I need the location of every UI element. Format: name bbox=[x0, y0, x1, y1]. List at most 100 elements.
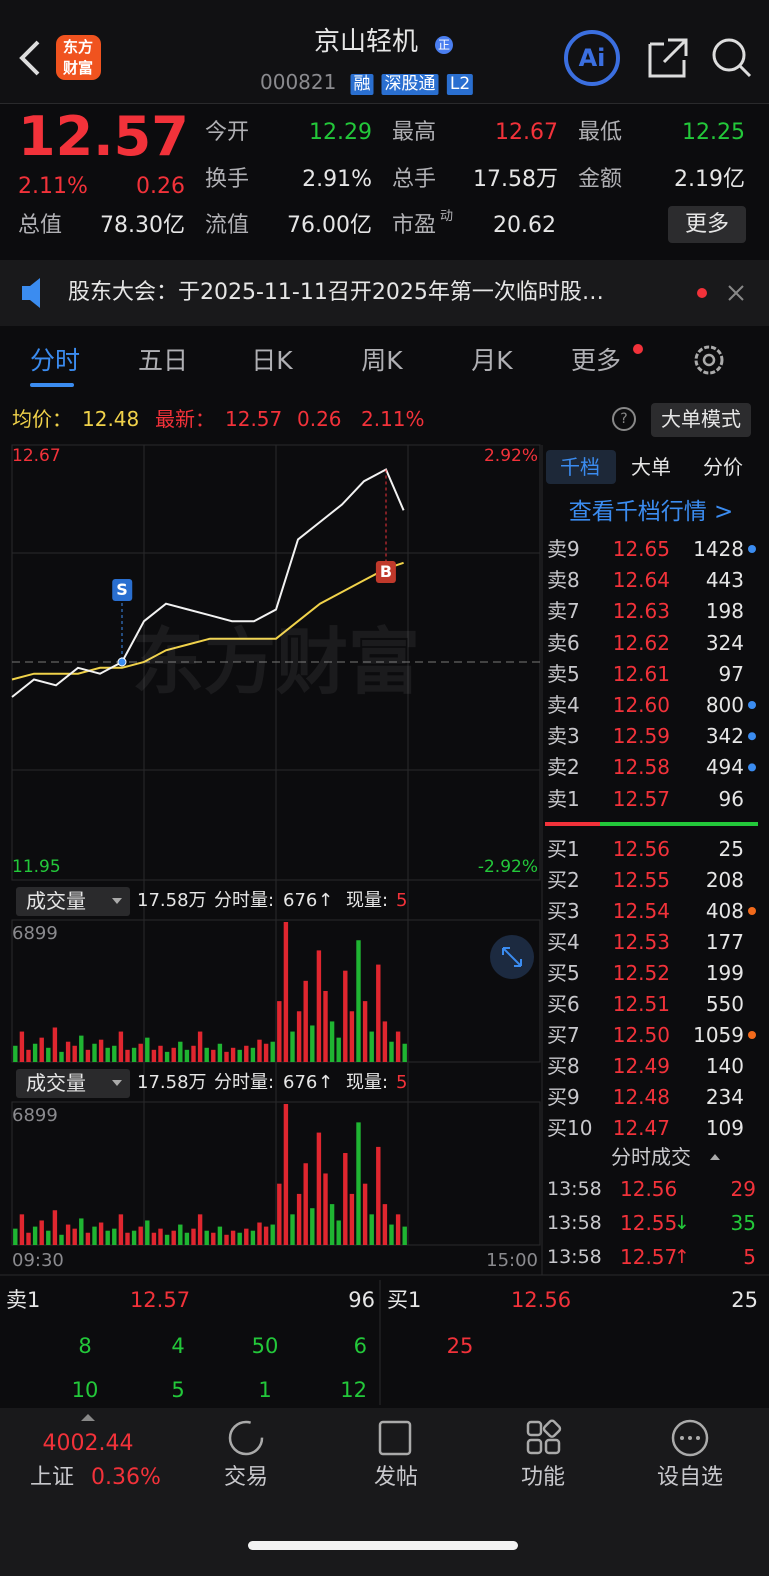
book-tab[interactable]: 分价 bbox=[703, 455, 743, 479]
function-icon[interactable] bbox=[526, 1420, 543, 1437]
volume-bar bbox=[303, 980, 308, 1062]
volume-select-bg[interactable] bbox=[16, 887, 130, 916]
back-icon[interactable] bbox=[19, 40, 40, 76]
book-level: 卖8 bbox=[547, 568, 580, 593]
x-tick-label: 15:00 bbox=[486, 1250, 538, 1271]
nav-item[interactable]: 功能 bbox=[520, 1465, 566, 1490]
book-link[interactable]: 查看千档行情 > bbox=[568, 498, 734, 525]
volume-bar bbox=[283, 922, 289, 1062]
book-tab[interactable]: 千档 bbox=[560, 455, 600, 479]
volume-bar bbox=[197, 1031, 203, 1062]
volume-bar bbox=[389, 1041, 394, 1062]
field-value: 76.00亿 bbox=[287, 213, 372, 238]
more-button-bg[interactable] bbox=[668, 206, 746, 243]
volume-bar bbox=[204, 1047, 209, 1062]
volume-select[interactable]: 成交量 bbox=[26, 889, 86, 913]
trade-arrow: ↓ bbox=[674, 1211, 690, 1234]
share-icon[interactable] bbox=[648, 38, 688, 78]
volume-bar bbox=[277, 1001, 282, 1062]
volume-bar bbox=[329, 1021, 335, 1062]
mode-button[interactable]: 大单模式 bbox=[661, 407, 741, 431]
book-qty: 234 bbox=[705, 1085, 744, 1109]
more-button[interactable]: 更多 bbox=[684, 212, 730, 237]
book-price: 12.64 bbox=[612, 568, 670, 593]
nav-item[interactable]: 设自选 bbox=[656, 1465, 724, 1490]
change: 0.26 bbox=[136, 174, 185, 199]
trade-qty: 35 bbox=[730, 1211, 756, 1235]
queue-order: 25 bbox=[446, 1333, 474, 1358]
mode-button-bg[interactable] bbox=[651, 403, 751, 437]
tab[interactable]: 分时 bbox=[29, 345, 81, 375]
tab[interactable]: 周K bbox=[361, 345, 403, 375]
book-price: 12.65 bbox=[612, 537, 670, 561]
help-icon[interactable] bbox=[612, 407, 636, 431]
field-label-sup: 动 bbox=[440, 208, 454, 224]
search-icon[interactable] bbox=[712, 38, 746, 72]
x-tick-label: 09:30 bbox=[12, 1250, 64, 1271]
book-price: 12.61 bbox=[612, 661, 670, 686]
active-tab-bg bbox=[546, 450, 616, 484]
volume-bar bbox=[277, 1183, 282, 1245]
settings-icon[interactable] bbox=[694, 345, 724, 375]
last-price: 12.57 bbox=[18, 105, 189, 168]
close-icon[interactable] bbox=[728, 285, 744, 301]
minute-volume: 676 bbox=[283, 1072, 318, 1093]
volume-bar bbox=[26, 1232, 31, 1245]
volume-bar bbox=[85, 1049, 91, 1062]
trade-icon[interactable] bbox=[228, 1420, 264, 1456]
field-value: 20.62 bbox=[493, 213, 556, 238]
volume-select-bg[interactable] bbox=[16, 1069, 130, 1098]
volume-bar bbox=[164, 1234, 170, 1245]
volume-bar bbox=[125, 1232, 130, 1245]
field-label: 今开 bbox=[205, 120, 250, 145]
nav-item[interactable]: 发帖 bbox=[373, 1465, 419, 1490]
volume-bar bbox=[224, 1234, 229, 1245]
tab[interactable]: 日K bbox=[251, 345, 293, 375]
app-logo[interactable] bbox=[56, 35, 101, 80]
volume-bar bbox=[112, 1228, 117, 1245]
home-indicator bbox=[248, 1541, 518, 1550]
nav-item[interactable]: 交易 bbox=[223, 1465, 269, 1490]
book-tab[interactable]: 大单 bbox=[631, 455, 671, 479]
collapse-arrow bbox=[710, 1154, 720, 1160]
volume-select[interactable]: 成交量 bbox=[26, 1071, 86, 1095]
current-volume: 5 bbox=[396, 890, 408, 911]
volume-bar bbox=[250, 1047, 256, 1062]
tag: 融 bbox=[350, 73, 374, 95]
tab[interactable]: 月K bbox=[471, 345, 513, 375]
volume-bar bbox=[158, 1228, 163, 1245]
queue-order: 5 bbox=[171, 1377, 185, 1402]
book-level: 买6 bbox=[547, 992, 580, 1016]
book-price: 12.47 bbox=[612, 1116, 670, 1140]
ai-icon[interactable] bbox=[564, 30, 620, 86]
ai-label[interactable]: Ai bbox=[578, 44, 606, 72]
watchlist-icon[interactable] bbox=[671, 1419, 709, 1457]
volume-bar bbox=[13, 1045, 18, 1062]
tab[interactable]: 更多 bbox=[570, 345, 622, 375]
trade-time: 13:58 bbox=[547, 1211, 602, 1234]
volume-total: 17.58万 bbox=[137, 1072, 207, 1093]
index-value[interactable]: 4002.44 bbox=[42, 1431, 134, 1456]
y-tick-label: 6899 bbox=[12, 1105, 58, 1126]
volume-bar bbox=[65, 1224, 71, 1245]
volume-bar bbox=[362, 1183, 368, 1245]
post-icon[interactable] bbox=[378, 1420, 412, 1456]
volume-bar bbox=[382, 1021, 388, 1062]
volume-bar bbox=[184, 1232, 190, 1245]
queue-order: 50 bbox=[251, 1333, 279, 1358]
field-label: 换手 bbox=[205, 167, 250, 192]
book-qty: 198 bbox=[705, 599, 744, 624]
function-icon bbox=[544, 1438, 561, 1455]
notice-bar[interactable] bbox=[0, 260, 769, 326]
volume-bar bbox=[244, 1228, 249, 1245]
volume-bar bbox=[59, 1051, 64, 1062]
ratio-bar-ask bbox=[545, 822, 600, 826]
notice-text[interactable]: 股东大会：于2025-11-11召开2025年第一次临时股… bbox=[68, 280, 604, 305]
latest-label: 最新： bbox=[155, 407, 215, 431]
volume-bar bbox=[376, 1146, 381, 1245]
volume-bar bbox=[65, 1041, 71, 1062]
expand-arrow[interactable] bbox=[81, 1414, 95, 1421]
volume-bar bbox=[270, 1224, 275, 1245]
volume-bar bbox=[217, 1043, 223, 1062]
tab[interactable]: 五日 bbox=[137, 345, 189, 375]
